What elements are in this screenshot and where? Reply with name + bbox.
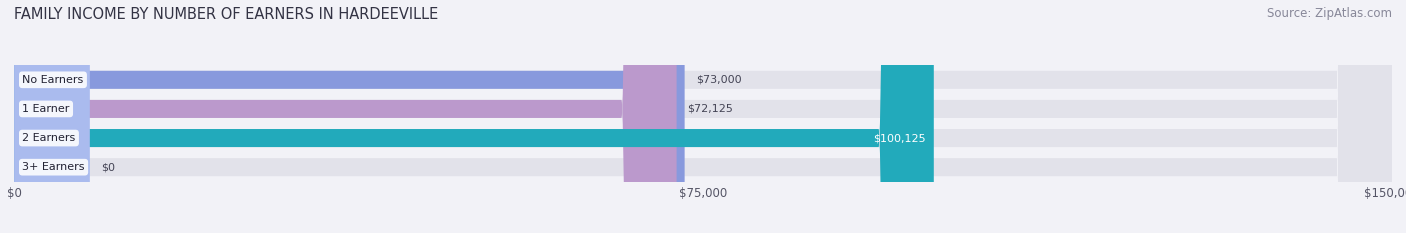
FancyBboxPatch shape [14,0,1392,233]
Text: $0: $0 [101,162,115,172]
Text: $73,000: $73,000 [696,75,741,85]
FancyBboxPatch shape [14,0,685,233]
Text: Source: ZipAtlas.com: Source: ZipAtlas.com [1267,7,1392,20]
Text: $72,125: $72,125 [688,104,734,114]
Text: 1 Earner: 1 Earner [22,104,70,114]
Text: FAMILY INCOME BY NUMBER OF EARNERS IN HARDEEVILLE: FAMILY INCOME BY NUMBER OF EARNERS IN HA… [14,7,439,22]
FancyBboxPatch shape [14,0,934,233]
Text: No Earners: No Earners [22,75,83,85]
FancyBboxPatch shape [14,0,676,233]
Text: $100,125: $100,125 [873,133,925,143]
FancyBboxPatch shape [14,0,1392,233]
FancyBboxPatch shape [14,0,1392,233]
Text: 2 Earners: 2 Earners [22,133,76,143]
FancyBboxPatch shape [14,0,90,233]
FancyBboxPatch shape [14,0,1392,233]
Text: 3+ Earners: 3+ Earners [22,162,84,172]
